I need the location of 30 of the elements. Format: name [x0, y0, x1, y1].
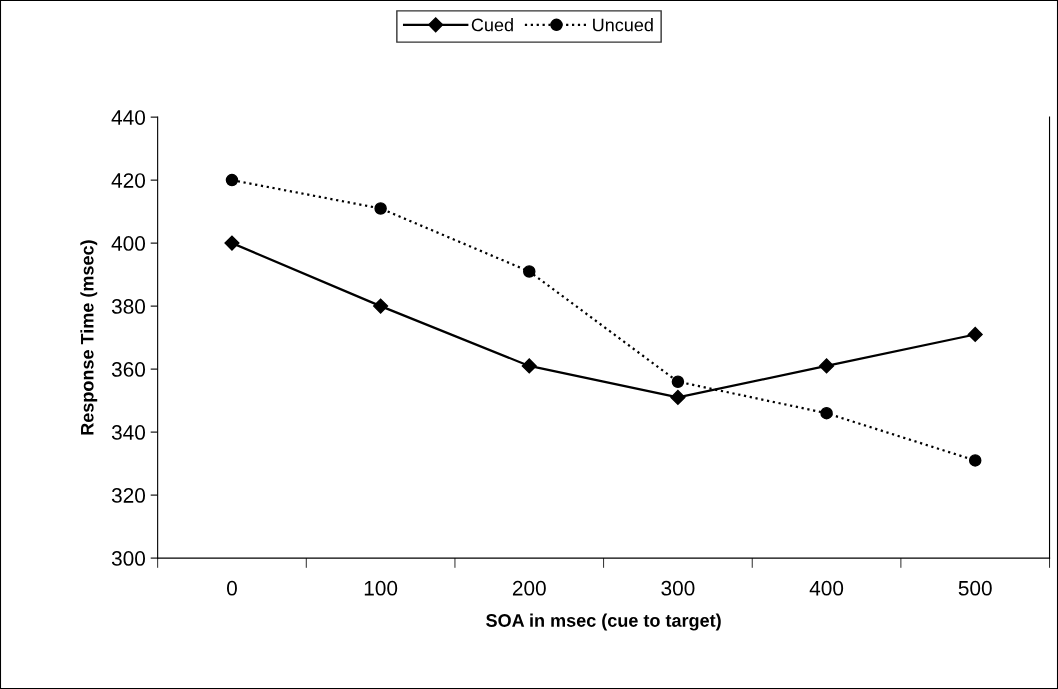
point [820, 406, 833, 420]
y-tick-label: 360 [111, 362, 146, 377]
point [521, 358, 537, 374]
x-axis-title: SOA in msec (cue to target) [486, 613, 721, 631]
point [224, 235, 240, 251]
point [373, 298, 389, 314]
y-tick-label: 320 [111, 488, 146, 503]
y-tick-label: 440 [111, 110, 146, 125]
x-tick-label: 500 [958, 580, 992, 596]
legend-label: Cued [471, 18, 513, 32]
point [671, 375, 685, 388]
point [818, 358, 835, 374]
x-tick-label: 100 [364, 580, 398, 596]
x-tick-label: 300 [661, 580, 695, 596]
x-tick-label: 0 [226, 580, 237, 596]
point [967, 326, 983, 343]
point [670, 389, 686, 406]
y-axis-title: Response Time (msec) [80, 240, 98, 435]
y-tick-label: 340 [111, 425, 146, 440]
y-tick-label: 380 [111, 299, 146, 314]
y-tick-label: 400 [111, 236, 146, 251]
legend-label: Uncued [593, 18, 653, 32]
point [225, 173, 239, 187]
x-tick-label: 200 [512, 580, 546, 596]
x-tick-label: 400 [809, 580, 844, 596]
point [374, 202, 387, 215]
y-tick-label: 420 [111, 173, 146, 188]
point [968, 454, 982, 467]
point [523, 265, 536, 278]
y-tick-label: 300 [111, 551, 146, 566]
